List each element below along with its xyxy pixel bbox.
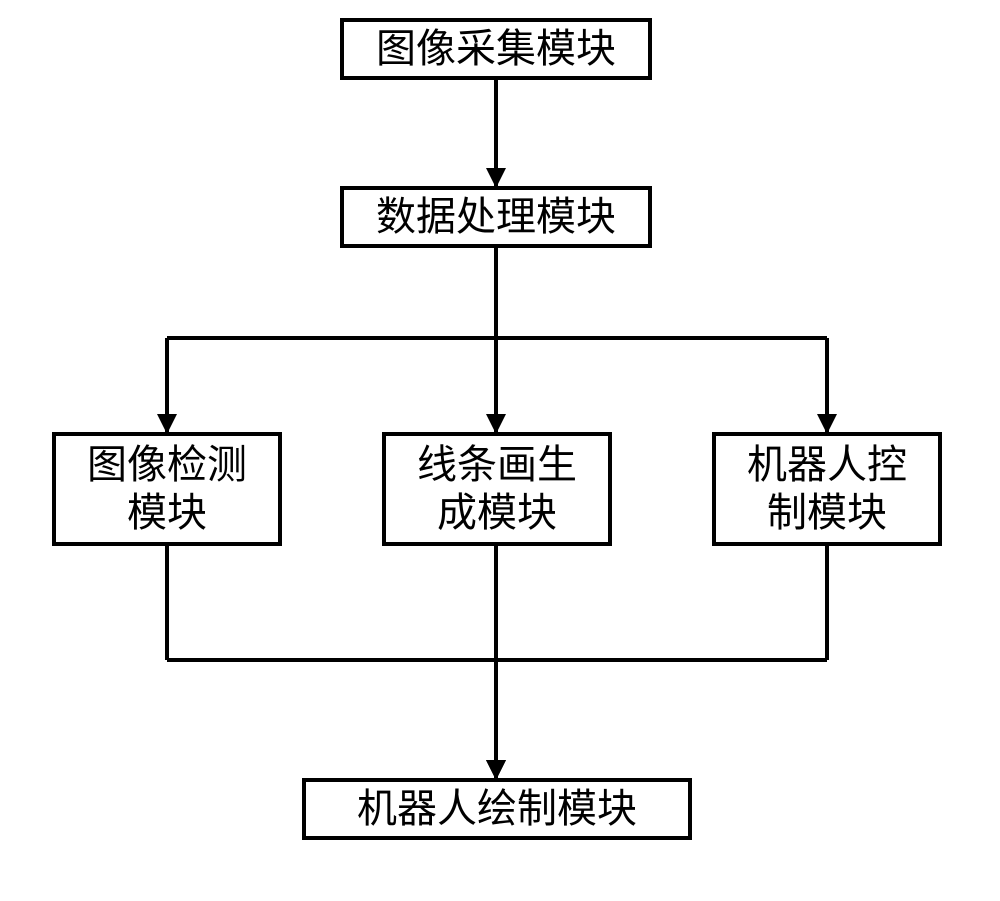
node-robot-draw: 机器人绘制模块 <box>302 778 692 840</box>
node-data-processing: 数据处理模块 <box>340 186 652 248</box>
node-label: 图像采集模块 <box>376 25 616 73</box>
node-label: 机器人控 制模块 <box>747 441 907 537</box>
node-label: 数据处理模块 <box>376 193 616 241</box>
node-image-detection: 图像检测 模块 <box>52 432 282 546</box>
node-line-drawing-gen: 线条画生 成模块 <box>382 432 612 546</box>
node-robot-control: 机器人控 制模块 <box>712 432 942 546</box>
node-label: 图像检测 模块 <box>87 441 247 537</box>
node-image-capture: 图像采集模块 <box>340 18 652 80</box>
node-label: 线条画生 成模块 <box>417 441 577 537</box>
node-label: 机器人绘制模块 <box>357 785 637 833</box>
